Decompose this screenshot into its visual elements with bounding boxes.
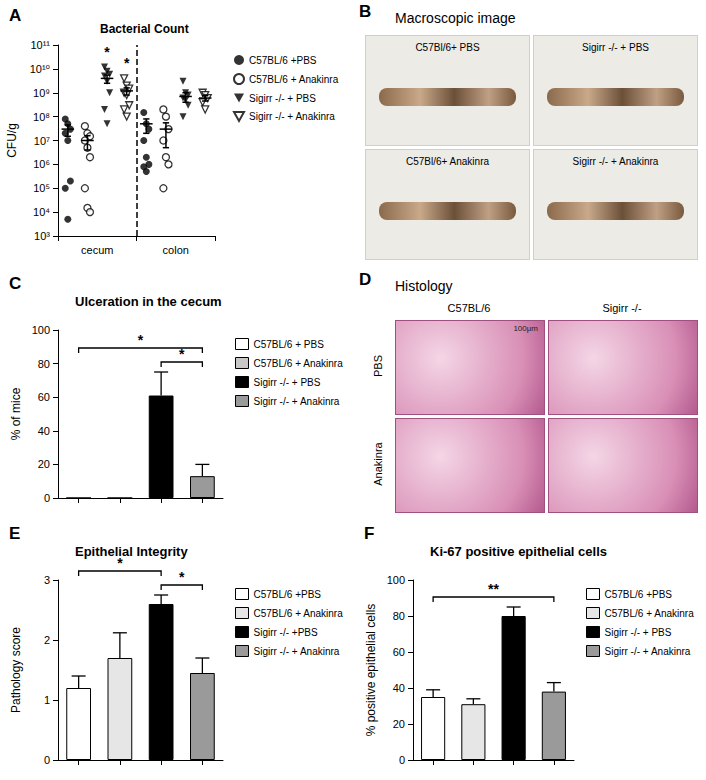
html-text:C57BL/6: C57BL/6 bbox=[447, 302, 491, 314]
svg-text:Bacterial Count: Bacterial Count bbox=[100, 22, 189, 36]
svg-text:Sigirr -/- + PBS: Sigirr -/- + PBS bbox=[605, 627, 672, 638]
svg-text:40: 40 bbox=[393, 682, 405, 694]
svg-text:C57BL/6 +PBS: C57BL/6 +PBS bbox=[605, 589, 673, 600]
html-text:Sigirr -/- + PBS: Sigirr -/- + PBS bbox=[582, 42, 649, 53]
svg-text:*: * bbox=[104, 44, 110, 60]
svg-text:*: * bbox=[138, 332, 144, 348]
svg-text:0: 0 bbox=[44, 492, 50, 504]
svg-text:Sigirr -/- + Anakinra: Sigirr -/- + Anakinra bbox=[254, 646, 340, 657]
svg-text:60: 60 bbox=[38, 391, 50, 403]
svg-text:10¹⁰: 10¹⁰ bbox=[30, 63, 51, 75]
svg-text:10¹¹: 10¹¹ bbox=[30, 39, 50, 51]
svg-text:3: 3 bbox=[44, 574, 50, 586]
svg-text:C57BL/6 +PBS: C57BL/6 +PBS bbox=[249, 55, 317, 66]
svg-text:Sigirr -/- + PBS: Sigirr -/- + PBS bbox=[249, 93, 316, 104]
svg-text:A: A bbox=[9, 6, 21, 25]
svg-text:60: 60 bbox=[393, 646, 405, 658]
svg-text:C57BL/6 + Anakinra: C57BL/6 + Anakinra bbox=[254, 608, 344, 619]
html-text:Sigirr -/- + Anakinra: Sigirr -/- + Anakinra bbox=[572, 156, 659, 167]
svg-text:C57BL/6 + Anakinra: C57BL/6 + Anakinra bbox=[605, 608, 695, 619]
svg-text:Sigirr -/- + Anakinra: Sigirr -/- + Anakinra bbox=[254, 396, 340, 407]
svg-text:20: 20 bbox=[38, 458, 50, 470]
html-text:100μm: 100μm bbox=[513, 324, 538, 333]
svg-text:*: * bbox=[124, 55, 130, 71]
svg-text:% positive epithelial cells: % positive epithelial cells bbox=[364, 604, 378, 737]
svg-text:10⁴: 10⁴ bbox=[33, 206, 50, 218]
svg-text:Sigirr -/- +PBS: Sigirr -/- +PBS bbox=[254, 627, 319, 638]
svg-text:CFU/g: CFU/g bbox=[5, 123, 19, 158]
svg-text:10⁶: 10⁶ bbox=[33, 158, 50, 170]
html-text:B: B bbox=[359, 2, 372, 21]
svg-text:cecum: cecum bbox=[81, 244, 113, 256]
svg-text:80: 80 bbox=[393, 610, 405, 622]
svg-text:100: 100 bbox=[387, 574, 405, 586]
svg-text:% of mice: % of mice bbox=[9, 387, 23, 440]
svg-text:Sigirr -/- + Anakinra: Sigirr -/- + Anakinra bbox=[605, 646, 691, 657]
svg-text:2: 2 bbox=[44, 634, 50, 646]
svg-text:C57BL/6 +PBS: C57BL/6 +PBS bbox=[254, 589, 322, 600]
html-text:PBS: PBS bbox=[372, 354, 384, 377]
svg-text:Epithelial Integrity: Epithelial Integrity bbox=[75, 544, 188, 559]
svg-text:C57BL/6 + Anakinra: C57BL/6 + Anakinra bbox=[254, 358, 344, 369]
svg-text:10³: 10³ bbox=[34, 230, 50, 242]
svg-text:Ulceration in the cecum: Ulceration in the cecum bbox=[75, 294, 222, 309]
svg-text:F: F bbox=[364, 524, 374, 543]
svg-text:C57BL/6 + Anakinra: C57BL/6 + Anakinra bbox=[249, 74, 339, 85]
svg-text:20: 20 bbox=[393, 718, 405, 730]
svg-text:C: C bbox=[9, 274, 21, 293]
html-text:C57Bl/6+ Anakinra: C57Bl/6+ Anakinra bbox=[405, 156, 490, 167]
svg-text:100: 100 bbox=[32, 324, 50, 336]
svg-text:C57BL/6 + PBS: C57BL/6 + PBS bbox=[254, 339, 325, 350]
svg-text:Ki-67 positive epithelial cell: Ki-67 positive epithelial cells bbox=[430, 544, 607, 559]
svg-text:10⁹: 10⁹ bbox=[33, 87, 50, 99]
svg-text:Sigirr -/- + PBS: Sigirr -/- + PBS bbox=[254, 377, 321, 388]
svg-text:colon: colon bbox=[163, 244, 189, 256]
svg-text:**: ** bbox=[488, 581, 499, 597]
svg-text:40: 40 bbox=[38, 425, 50, 437]
svg-text:E: E bbox=[9, 524, 20, 543]
html-text:Sigirr -/-: Sigirr -/- bbox=[602, 302, 642, 314]
svg-text:10⁵: 10⁵ bbox=[33, 182, 50, 194]
html-text:Histology: Histology bbox=[395, 278, 453, 294]
svg-text:0: 0 bbox=[399, 754, 405, 766]
svg-text:80: 80 bbox=[38, 358, 50, 370]
svg-text:10⁷: 10⁷ bbox=[34, 135, 50, 147]
svg-text:*: * bbox=[179, 569, 185, 585]
html-text:Macroscopic image: Macroscopic image bbox=[395, 10, 516, 26]
html-text:Anakinra: Anakinra bbox=[372, 441, 384, 486]
svg-text:0: 0 bbox=[44, 754, 50, 766]
svg-text:Pathology score: Pathology score bbox=[9, 627, 23, 713]
svg-text:1: 1 bbox=[44, 694, 50, 706]
svg-text:Sigirr -/- + Anakinra: Sigirr -/- + Anakinra bbox=[249, 111, 335, 122]
html-text:D: D bbox=[359, 270, 372, 289]
svg-text:10⁸: 10⁸ bbox=[33, 111, 50, 123]
html-text:C57Bl/6+ PBS: C57Bl/6+ PBS bbox=[415, 42, 480, 53]
